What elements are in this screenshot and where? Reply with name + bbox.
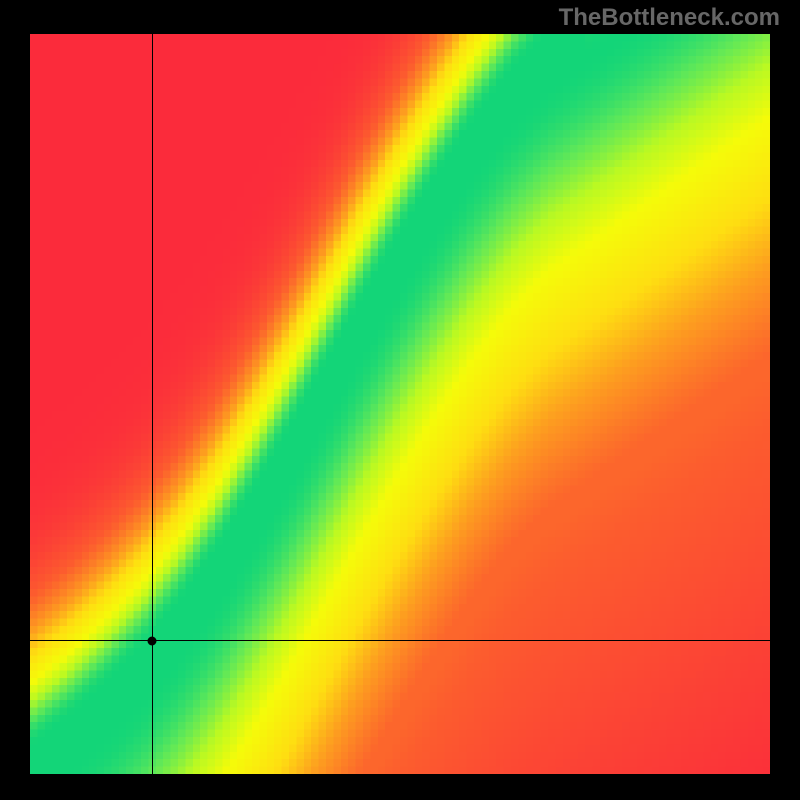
crosshair-horizontal [30, 640, 770, 641]
crosshair-marker [148, 636, 157, 645]
crosshair-vertical [152, 34, 153, 774]
watermark-text: TheBottleneck.com [559, 4, 780, 32]
bottleneck-heatmap [30, 34, 770, 774]
